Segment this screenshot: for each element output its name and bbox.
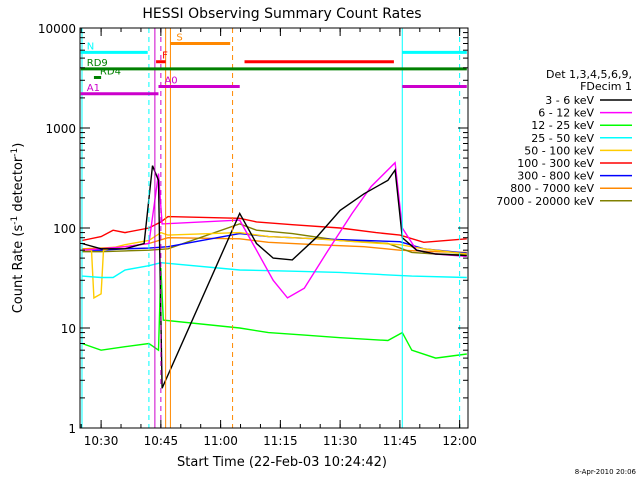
series-line-3 bbox=[81, 215, 467, 244]
y-tick-label-5: 10000 bbox=[38, 22, 76, 36]
y-tick-label-2: 10 bbox=[61, 322, 76, 336]
legend-label-2: 6 - 12 keV bbox=[538, 107, 594, 120]
x-tick-label-5: 11:30 bbox=[323, 434, 358, 448]
legend-label-6: 100 - 300 keV bbox=[517, 157, 594, 170]
date-stamp: 8-Apr-2010 20:06 bbox=[575, 468, 637, 476]
status-label-s: S bbox=[176, 32, 182, 43]
legend-label-3: 12 - 25 keV bbox=[531, 119, 594, 132]
x-tick-label-4: 11:15 bbox=[263, 434, 298, 448]
chart-title: HESSI Observing Summary Count Rates bbox=[142, 6, 421, 22]
y-axis-ticks: 1 10 100 1000 10000 bbox=[38, 22, 468, 436]
x-tick-label-3: 11:00 bbox=[203, 434, 238, 448]
series-line-7 bbox=[81, 267, 467, 359]
status-label-rd9: RD9 bbox=[87, 58, 108, 69]
series-line-2 bbox=[82, 223, 467, 256]
legend-header-line-1: Det 1,3,4,5,6,9, bbox=[546, 68, 632, 81]
y-axis-label: Count Rate (s-1 detector-1) bbox=[10, 143, 26, 314]
series-line-9 bbox=[81, 165, 467, 389]
status-label-a1: A1 bbox=[87, 83, 100, 94]
x-tick-label-7: 12:00 bbox=[442, 434, 477, 448]
x-axis-label: Start Time (22-Feb-03 10:24:42) bbox=[177, 455, 387, 470]
status-label-n: N bbox=[87, 41, 94, 52]
series-line-5 bbox=[82, 231, 467, 300]
status-label-a0: A0 bbox=[164, 76, 177, 87]
status-label-rd4: RD4 bbox=[100, 66, 121, 77]
x-tick-label-2: 10:45 bbox=[144, 434, 179, 448]
legend-header-line-2: FDecim 1 bbox=[580, 80, 632, 93]
series-line-6 bbox=[81, 261, 467, 279]
y-tick-label-1: 1 bbox=[68, 422, 76, 436]
legend-label-7: 300 - 800 keV bbox=[517, 170, 594, 183]
legend-label-4: 25 - 50 keV bbox=[531, 132, 594, 145]
x-axis-ticks: 10:30 10:45 11:00 11:15 11:30 11:45 12:00 bbox=[80, 28, 477, 448]
legend-label-8: 800 - 7000 keV bbox=[510, 182, 594, 195]
x-tick-label-1: 10:30 bbox=[84, 434, 119, 448]
x-tick-label-6: 11:45 bbox=[383, 434, 418, 448]
y-tick-label-4: 1000 bbox=[45, 122, 76, 136]
legend-label-5: 50 - 100 keV bbox=[524, 144, 594, 157]
legend-label-9: 7000 - 20000 keV bbox=[496, 195, 594, 208]
y-tick-label-3: 100 bbox=[53, 222, 76, 236]
status-label-f: F bbox=[162, 51, 168, 62]
legend-label-1: 3 - 6 keV bbox=[545, 94, 594, 107]
series-layer bbox=[81, 161, 467, 389]
